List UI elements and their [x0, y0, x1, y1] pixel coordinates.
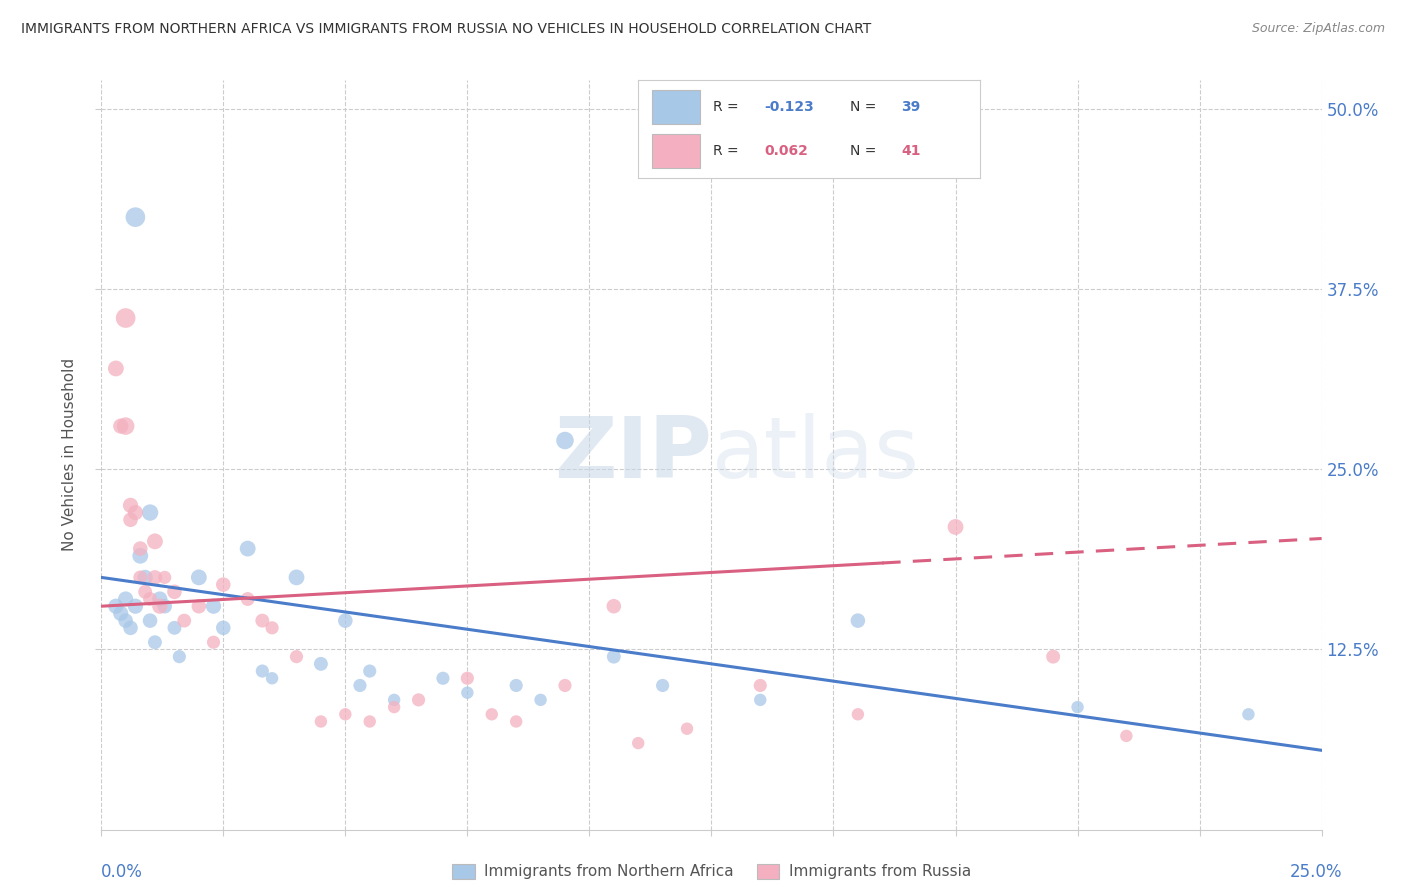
Point — [603, 649, 626, 664]
Legend: Immigrants from Northern Africa, Immigrants from Russia: Immigrants from Northern Africa, Immigra… — [446, 857, 977, 886]
Point — [153, 599, 176, 614]
Point — [153, 570, 176, 584]
Text: IMMIGRANTS FROM NORTHERN AFRICA VS IMMIGRANTS FROM RUSSIA NO VEHICLES IN HOUSEHO: IMMIGRANTS FROM NORTHERN AFRICA VS IMMIG… — [21, 22, 872, 37]
Point — [846, 614, 869, 628]
Point — [1115, 729, 1137, 743]
Point — [139, 614, 162, 628]
Point — [651, 678, 673, 692]
Point — [676, 722, 699, 736]
Point — [202, 599, 225, 614]
Point — [236, 541, 259, 556]
Point — [129, 541, 152, 556]
Y-axis label: No Vehicles in Household: No Vehicles in Household — [62, 359, 77, 551]
Point — [110, 419, 132, 434]
Point — [456, 671, 478, 685]
Point — [139, 506, 162, 520]
Point — [749, 693, 772, 707]
Point — [335, 707, 357, 722]
Point — [134, 570, 156, 584]
Point — [143, 570, 166, 584]
Point — [202, 635, 225, 649]
Point — [252, 664, 274, 678]
Point — [309, 657, 332, 671]
Point — [262, 621, 284, 635]
Point — [285, 570, 308, 584]
Point — [169, 649, 191, 664]
Point — [505, 714, 527, 729]
Point — [627, 736, 650, 750]
Point — [120, 499, 142, 513]
Point — [104, 361, 127, 376]
Point — [173, 614, 195, 628]
Point — [114, 592, 136, 607]
Point — [114, 614, 136, 628]
Point — [143, 635, 166, 649]
Point — [104, 599, 127, 614]
Point — [432, 671, 454, 685]
Point — [129, 570, 152, 584]
Point — [163, 584, 186, 599]
Point — [529, 693, 551, 707]
Point — [382, 693, 405, 707]
Point — [129, 549, 152, 563]
Point — [846, 707, 869, 722]
Point — [309, 714, 332, 729]
Point — [149, 599, 172, 614]
Point — [456, 686, 478, 700]
Point — [382, 700, 405, 714]
Point — [285, 649, 308, 664]
Text: ZIP: ZIP — [554, 413, 711, 497]
Point — [143, 534, 166, 549]
Point — [139, 592, 162, 607]
Point — [212, 577, 235, 591]
Point — [187, 570, 209, 584]
Point — [349, 678, 371, 692]
Point — [124, 506, 146, 520]
Point — [187, 599, 209, 614]
Point — [212, 621, 235, 635]
Point — [359, 714, 381, 729]
Text: atlas: atlas — [711, 413, 920, 497]
Point — [110, 607, 132, 621]
Point — [124, 210, 146, 224]
Point — [359, 664, 381, 678]
Point — [120, 513, 142, 527]
Point — [124, 599, 146, 614]
Point — [603, 599, 626, 614]
Point — [236, 592, 259, 607]
Point — [252, 614, 274, 628]
Text: 25.0%: 25.0% — [1291, 863, 1343, 881]
Point — [408, 693, 430, 707]
Point — [335, 614, 357, 628]
Point — [481, 707, 503, 722]
Point — [1237, 707, 1260, 722]
Point — [749, 678, 772, 692]
Text: Source: ZipAtlas.com: Source: ZipAtlas.com — [1251, 22, 1385, 36]
Point — [554, 678, 576, 692]
Point — [114, 311, 136, 326]
Point — [554, 434, 576, 448]
Point — [120, 621, 142, 635]
Text: 0.0%: 0.0% — [101, 863, 143, 881]
Point — [134, 584, 156, 599]
Point — [262, 671, 284, 685]
Point — [945, 520, 967, 534]
Point — [149, 592, 172, 607]
Point — [1042, 649, 1064, 664]
Point — [505, 678, 527, 692]
Point — [1066, 700, 1088, 714]
Point — [163, 621, 186, 635]
Point — [114, 419, 136, 434]
